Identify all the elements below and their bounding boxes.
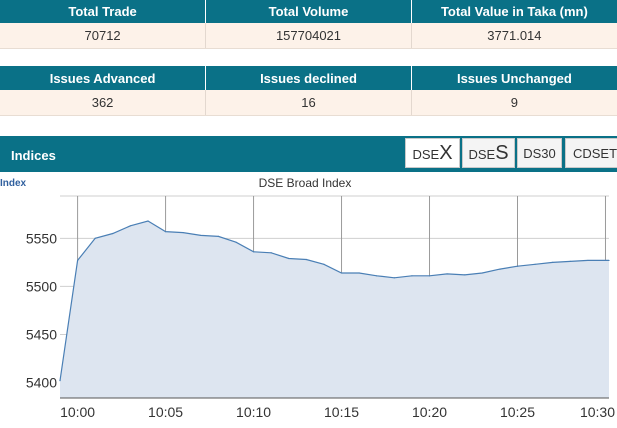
y-axis-label: Index: [0, 178, 27, 189]
data-point: [376, 275, 378, 277]
data-point: [164, 230, 167, 233]
index-series-line: [59, 220, 609, 381]
data-point: [534, 263, 536, 265]
chart-title: DSE Broad Index: [259, 176, 352, 190]
tab-cdset[interactable]: CDSET: [565, 138, 617, 168]
summary-header-row: Total Trade Total Volume Total Value in …: [0, 0, 617, 23]
total-value-header: Total Value in Taka (mn): [410, 0, 617, 23]
data-point: [428, 275, 431, 277]
issues-table: Issues Advanced Issues declined Issues U…: [0, 66, 617, 116]
issues-header-row: Issues Advanced Issues declined Issues U…: [0, 66, 617, 90]
data-point: [129, 225, 131, 227]
tab-dses[interactable]: DSES: [462, 138, 515, 168]
total-trade-value: 70712: [0, 23, 206, 49]
tab-dsex[interactable]: DSEX: [405, 138, 460, 168]
data-point: [411, 275, 413, 277]
issues-value-row: 362 16 9: [0, 90, 617, 116]
total-volume-value: 157704021: [205, 23, 412, 49]
market-summary-table: Total Trade Total Volume Total Value in …: [0, 0, 617, 49]
data-point: [59, 380, 61, 382]
data-point: [200, 234, 202, 237]
data-point: [481, 272, 483, 274]
x-tick-label: 10:30: [580, 404, 615, 420]
data-point: [182, 231, 184, 234]
tab-dses-letter: S: [495, 141, 509, 164]
x-tick-label: 10:20: [412, 404, 447, 420]
total-volume-header: Total Volume: [205, 0, 412, 23]
y-tick-label: 5400: [26, 375, 57, 391]
indices-header-bar: Indices DSEX DSES DS30 CDSET: [0, 136, 617, 172]
data-point: [340, 272, 343, 274]
data-point: [608, 259, 610, 262]
data-point: [464, 274, 466, 276]
issues-advanced-header: Issues Advanced: [0, 66, 206, 90]
x-tick-label: 10:00: [60, 404, 95, 420]
index-chart-svg: 5400 5450 5500 5550 10:00 10:05 10:10 10:15 10:2…: [0, 176, 615, 420]
data-point: [587, 259, 589, 262]
x-tick-label: 10:10: [236, 404, 271, 420]
data-point: [235, 241, 237, 243]
data-point: [499, 268, 501, 270]
data-point: [76, 259, 79, 262]
tab-dses-prefix: DSE: [468, 146, 496, 162]
issues-unchanged-value: 9: [410, 90, 617, 116]
indices-title: Indices: [11, 148, 56, 163]
y-tick-label: 5550: [26, 230, 57, 246]
data-point: [270, 252, 272, 254]
x-tick-label: 10:15: [324, 404, 359, 420]
data-point: [252, 251, 255, 253]
issues-unchanged-header: Issues Unchanged: [410, 66, 617, 90]
tab-dsex-prefix: DSE: [412, 146, 440, 162]
data-point: [288, 257, 290, 260]
index-chart: 5400 5450 5500 5550 10:00 10:05 10:10 10:15 10:2…: [0, 172, 617, 423]
data-point: [393, 277, 395, 279]
data-point: [323, 263, 325, 265]
data-point: [552, 261, 554, 263]
data-point: [147, 220, 149, 222]
data-point: [112, 232, 114, 235]
data-point: [94, 237, 96, 239]
total-value-value: 3771.014: [410, 23, 617, 49]
total-trade-header: Total Trade: [0, 0, 206, 23]
data-point: [446, 273, 448, 275]
tab-ds30[interactable]: DS30: [517, 138, 562, 168]
data-point: [516, 265, 519, 267]
data-point: [358, 272, 360, 274]
issues-advanced-value: 362: [0, 90, 206, 116]
x-tick-label: 10:25: [500, 404, 535, 420]
issues-declined-header: Issues declined: [205, 66, 412, 90]
data-point: [305, 258, 307, 261]
data-point: [217, 235, 219, 237]
issues-declined-value: 16: [205, 90, 412, 116]
y-tick-label: 5500: [26, 278, 57, 294]
data-point: [569, 260, 571, 263]
y-tick-label: 5450: [26, 327, 57, 343]
summary-value-row: 70712 157704021 3771.014: [0, 23, 617, 49]
tab-dsex-letter: X: [439, 141, 453, 164]
index-area-fill: [60, 221, 609, 398]
x-tick-label: 10:05: [148, 404, 183, 420]
